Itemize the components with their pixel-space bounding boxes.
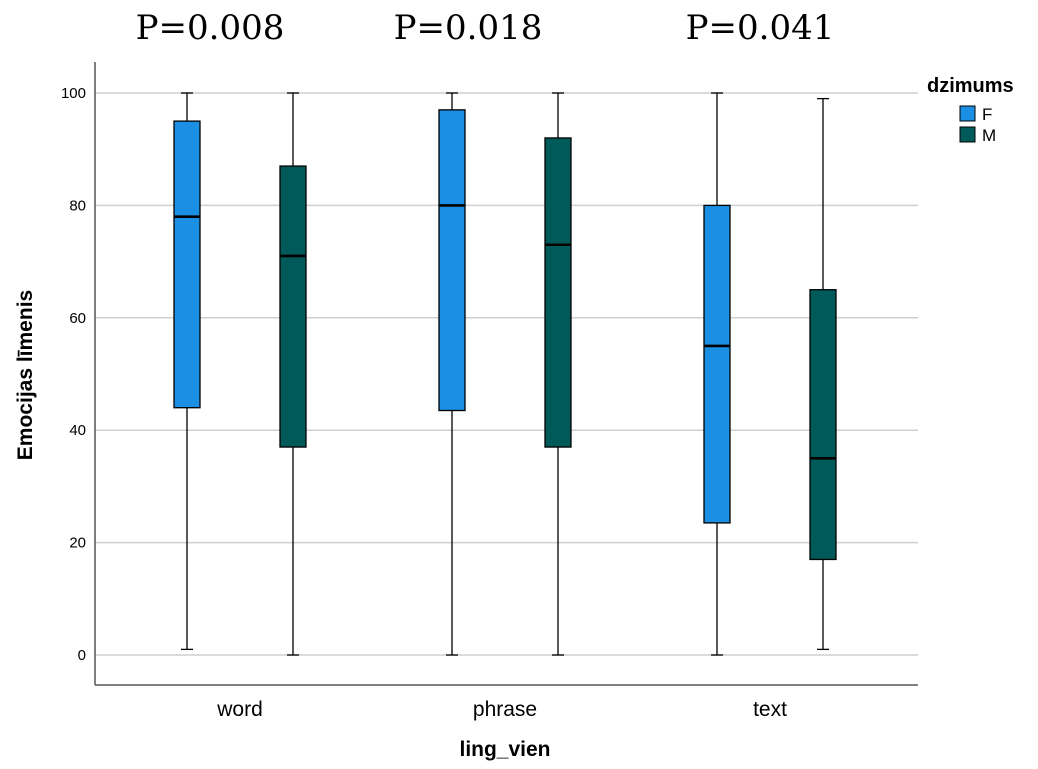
legend-swatch-F — [959, 105, 976, 122]
legend-swatch-M — [959, 126, 976, 143]
legend-label-F: F — [982, 105, 992, 124]
y-axis-title: Emocijas līmenis — [14, 290, 37, 460]
x-tick-label: phrase — [473, 698, 537, 721]
box-text-F — [703, 92, 731, 656]
box-phrase-M — [544, 92, 572, 656]
iqr-box — [438, 109, 466, 412]
y-tick-label: 40 — [69, 422, 86, 439]
legend: dzimums FM — [927, 75, 1014, 145]
box-word-F — [173, 92, 201, 651]
iqr-box — [544, 137, 572, 448]
axes — [94, 62, 918, 686]
y-tick-label: 0 — [78, 647, 86, 664]
box-word-M — [279, 92, 307, 656]
p-value-phrase: P=0.018 — [394, 8, 543, 48]
y-tick-label: 20 — [69, 535, 86, 552]
series-F — [173, 92, 731, 656]
box-text-M — [809, 97, 837, 651]
x-tick-labels: word phrase text — [216, 698, 787, 721]
iqr-box — [173, 120, 201, 409]
x-axis-title: ling_vien — [459, 738, 550, 761]
legend-label-M: M — [982, 126, 996, 145]
p-value-word: P=0.008 — [136, 8, 285, 48]
y-tick-label: 80 — [69, 197, 86, 214]
box-phrase-F — [438, 92, 466, 656]
iqr-box — [703, 204, 731, 524]
y-tick-label: 100 — [61, 85, 86, 102]
box-series — [173, 92, 837, 656]
x-tick-label: word — [216, 698, 263, 721]
iqr-box — [279, 165, 307, 448]
x-tick-label: text — [753, 698, 787, 721]
iqr-box — [809, 289, 837, 561]
series-M — [279, 92, 837, 656]
p-value-annotations: P=0.008 P=0.018 P=0.041 — [136, 8, 835, 48]
y-tick-label: 60 — [69, 310, 86, 327]
y-tick-labels: 0 20 40 60 80 100 — [61, 85, 86, 664]
gridlines — [95, 92, 918, 656]
legend-title: dzimums — [927, 75, 1014, 97]
p-value-text: P=0.041 — [686, 8, 835, 48]
